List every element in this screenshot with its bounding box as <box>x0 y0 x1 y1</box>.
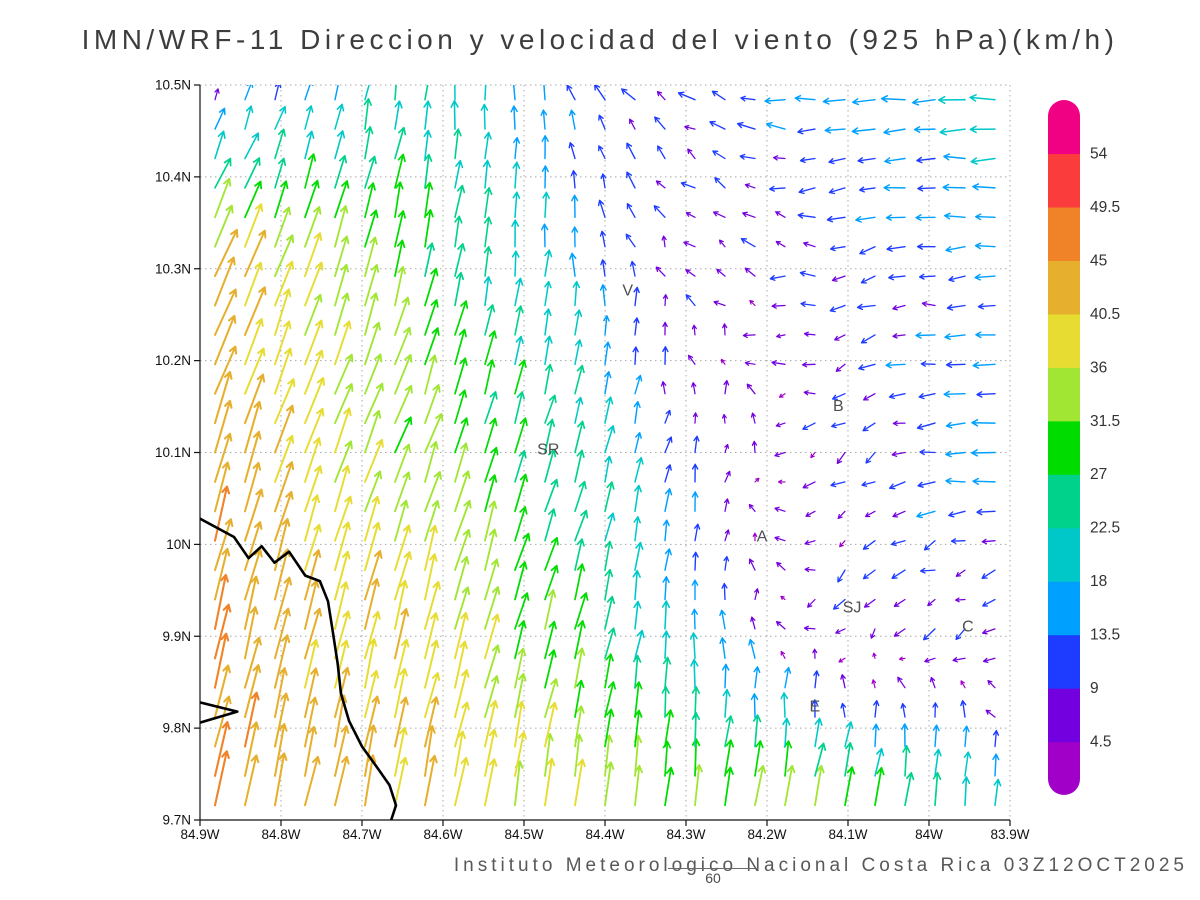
x-tick-label: 84.3W <box>666 827 705 842</box>
colorbar-segment <box>1048 634 1080 689</box>
y-tick-label: 9.8N <box>162 721 191 736</box>
x-tick-label: 84.9W <box>180 827 219 842</box>
x-tick-label: 84.7W <box>342 827 381 842</box>
footer-credit: Instituto Meteorologico Nacional Costa R… <box>453 855 1188 876</box>
colorbar-tick-label: 31.5 <box>1090 413 1120 430</box>
chart-title: IMN/WRF-11 Direccion y velocidad del vie… <box>81 24 1119 55</box>
x-tick-label: 84.6W <box>423 827 462 842</box>
colorbar-tick-label: 4.5 <box>1090 734 1112 751</box>
colorbar-segment <box>1048 688 1080 743</box>
colorbar-tick-label: 13.5 <box>1090 627 1120 644</box>
colorbar-segment <box>1048 581 1080 636</box>
colorbar-segment <box>1048 474 1080 529</box>
colorbar-labels: 54 49.5 45 40.5 36 31.5 27 22.5 18 13.5 9 4.5 <box>1090 146 1120 751</box>
forecast-hour-marker: 60 <box>668 868 758 886</box>
city-labels: V SR B A SJ C E <box>537 282 973 715</box>
colorbar-segment <box>1048 741 1080 795</box>
x-tick-label: 84.1W <box>828 827 867 842</box>
colorbar-tick-label: 27 <box>1090 466 1107 483</box>
colorbar-tick-label: 36 <box>1090 359 1107 376</box>
colorbar-tick-label: 45 <box>1090 252 1107 269</box>
colorbar-segment <box>1048 153 1080 208</box>
colorbar-segment <box>1048 527 1080 582</box>
colorbar-tick-label: 54 <box>1090 146 1108 163</box>
colorbar-tick-label: 49.5 <box>1090 199 1120 216</box>
colorbar-segment <box>1048 313 1080 368</box>
city-label: SJ <box>843 599 862 616</box>
city-label: V <box>622 282 633 299</box>
colorbar-segment <box>1048 206 1080 261</box>
y-tick-label: 10.3N <box>155 261 191 276</box>
x-tick-label: 83.9W <box>990 827 1029 842</box>
x-axis-labels: 84.9W 84.8W 84.7W 84.6W 84.5W 84.4W 84.3W 84.2W… <box>180 820 1030 842</box>
city-label: E <box>809 699 820 716</box>
wind-vectors <box>213 85 1002 807</box>
city-label: B <box>833 398 844 415</box>
colorbar-segment <box>1048 260 1080 315</box>
x-tick-label: 84.5W <box>504 827 543 842</box>
y-tick-label: 9.7N <box>162 813 191 828</box>
city-label: A <box>757 529 768 546</box>
colorbar-segment <box>1048 420 1080 475</box>
colorbar-tick-label: 9 <box>1090 680 1099 697</box>
y-tick-label: 10.2N <box>155 353 191 368</box>
y-tick-label: 10.5N <box>155 78 191 93</box>
x-tick-label: 84.4W <box>585 827 624 842</box>
colorbar <box>1048 100 1080 795</box>
city-label: SR <box>537 441 559 458</box>
coastline <box>200 517 398 820</box>
y-tick-label: 10.4N <box>155 169 191 184</box>
colorbar-segment <box>1048 100 1080 155</box>
y-tick-label: 10.1N <box>155 445 191 460</box>
y-tick-label: 10N <box>166 537 191 552</box>
x-tick-label: 84.8W <box>261 827 300 842</box>
colorbar-tick-label: 22.5 <box>1090 520 1120 537</box>
x-tick-label: 84W <box>915 827 943 842</box>
y-tick-label: 9.9N <box>162 629 191 644</box>
x-tick-label: 84.2W <box>747 827 786 842</box>
colorbar-tick-label: 18 <box>1090 573 1107 590</box>
y-axis-labels: 10.5N 10.4N 10.3N 10.2N 10.1N 10N 9.9N 9.8N 9.7N <box>155 78 200 828</box>
city-label: C <box>962 619 974 636</box>
colorbar-tick-label: 40.5 <box>1090 306 1120 323</box>
colorbar-segment <box>1048 367 1080 422</box>
